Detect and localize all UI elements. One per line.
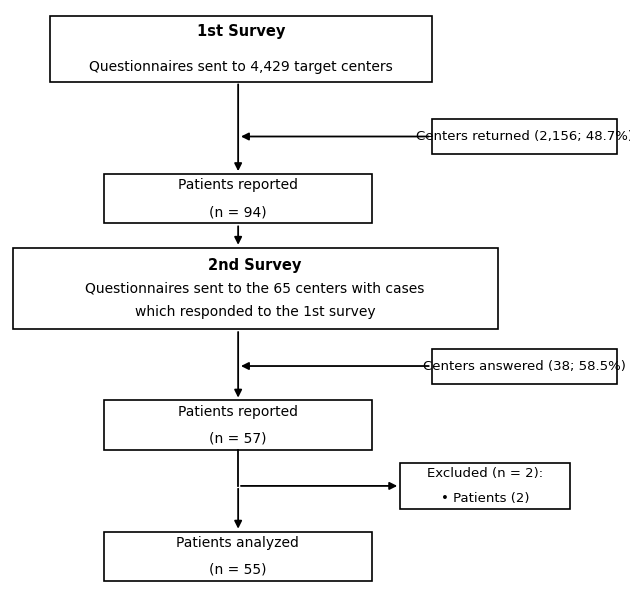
Text: (n = 57): (n = 57) [209, 432, 266, 446]
FancyBboxPatch shape [432, 349, 617, 384]
Text: Centers answered (38; 58.5%): Centers answered (38; 58.5%) [423, 359, 626, 373]
FancyBboxPatch shape [50, 16, 432, 82]
FancyBboxPatch shape [400, 463, 570, 509]
Text: (n = 55): (n = 55) [209, 563, 266, 577]
Text: 2nd Survey: 2nd Survey [209, 258, 302, 272]
Text: which responded to the 1st survey: which responded to the 1st survey [135, 304, 375, 319]
FancyBboxPatch shape [104, 174, 372, 223]
FancyBboxPatch shape [432, 119, 617, 154]
Text: Patients reported: Patients reported [178, 405, 298, 419]
Text: 1st Survey: 1st Survey [197, 24, 285, 39]
Text: Patients reported: Patients reported [178, 178, 298, 192]
FancyBboxPatch shape [13, 248, 498, 329]
Text: Centers returned (2,156; 48.7%): Centers returned (2,156; 48.7%) [416, 130, 630, 143]
Text: Patients analyzed: Patients analyzed [176, 536, 299, 550]
FancyBboxPatch shape [104, 400, 372, 450]
Text: (n = 94): (n = 94) [209, 205, 266, 219]
Text: Excluded (n = 2):: Excluded (n = 2): [427, 467, 543, 480]
Text: Questionnaires sent to 4,429 target centers: Questionnaires sent to 4,429 target cent… [89, 60, 393, 74]
Text: Questionnaires sent to the 65 centers with cases: Questionnaires sent to the 65 centers wi… [86, 281, 425, 295]
Text: • Patients (2): • Patients (2) [441, 492, 529, 505]
FancyBboxPatch shape [104, 532, 372, 581]
